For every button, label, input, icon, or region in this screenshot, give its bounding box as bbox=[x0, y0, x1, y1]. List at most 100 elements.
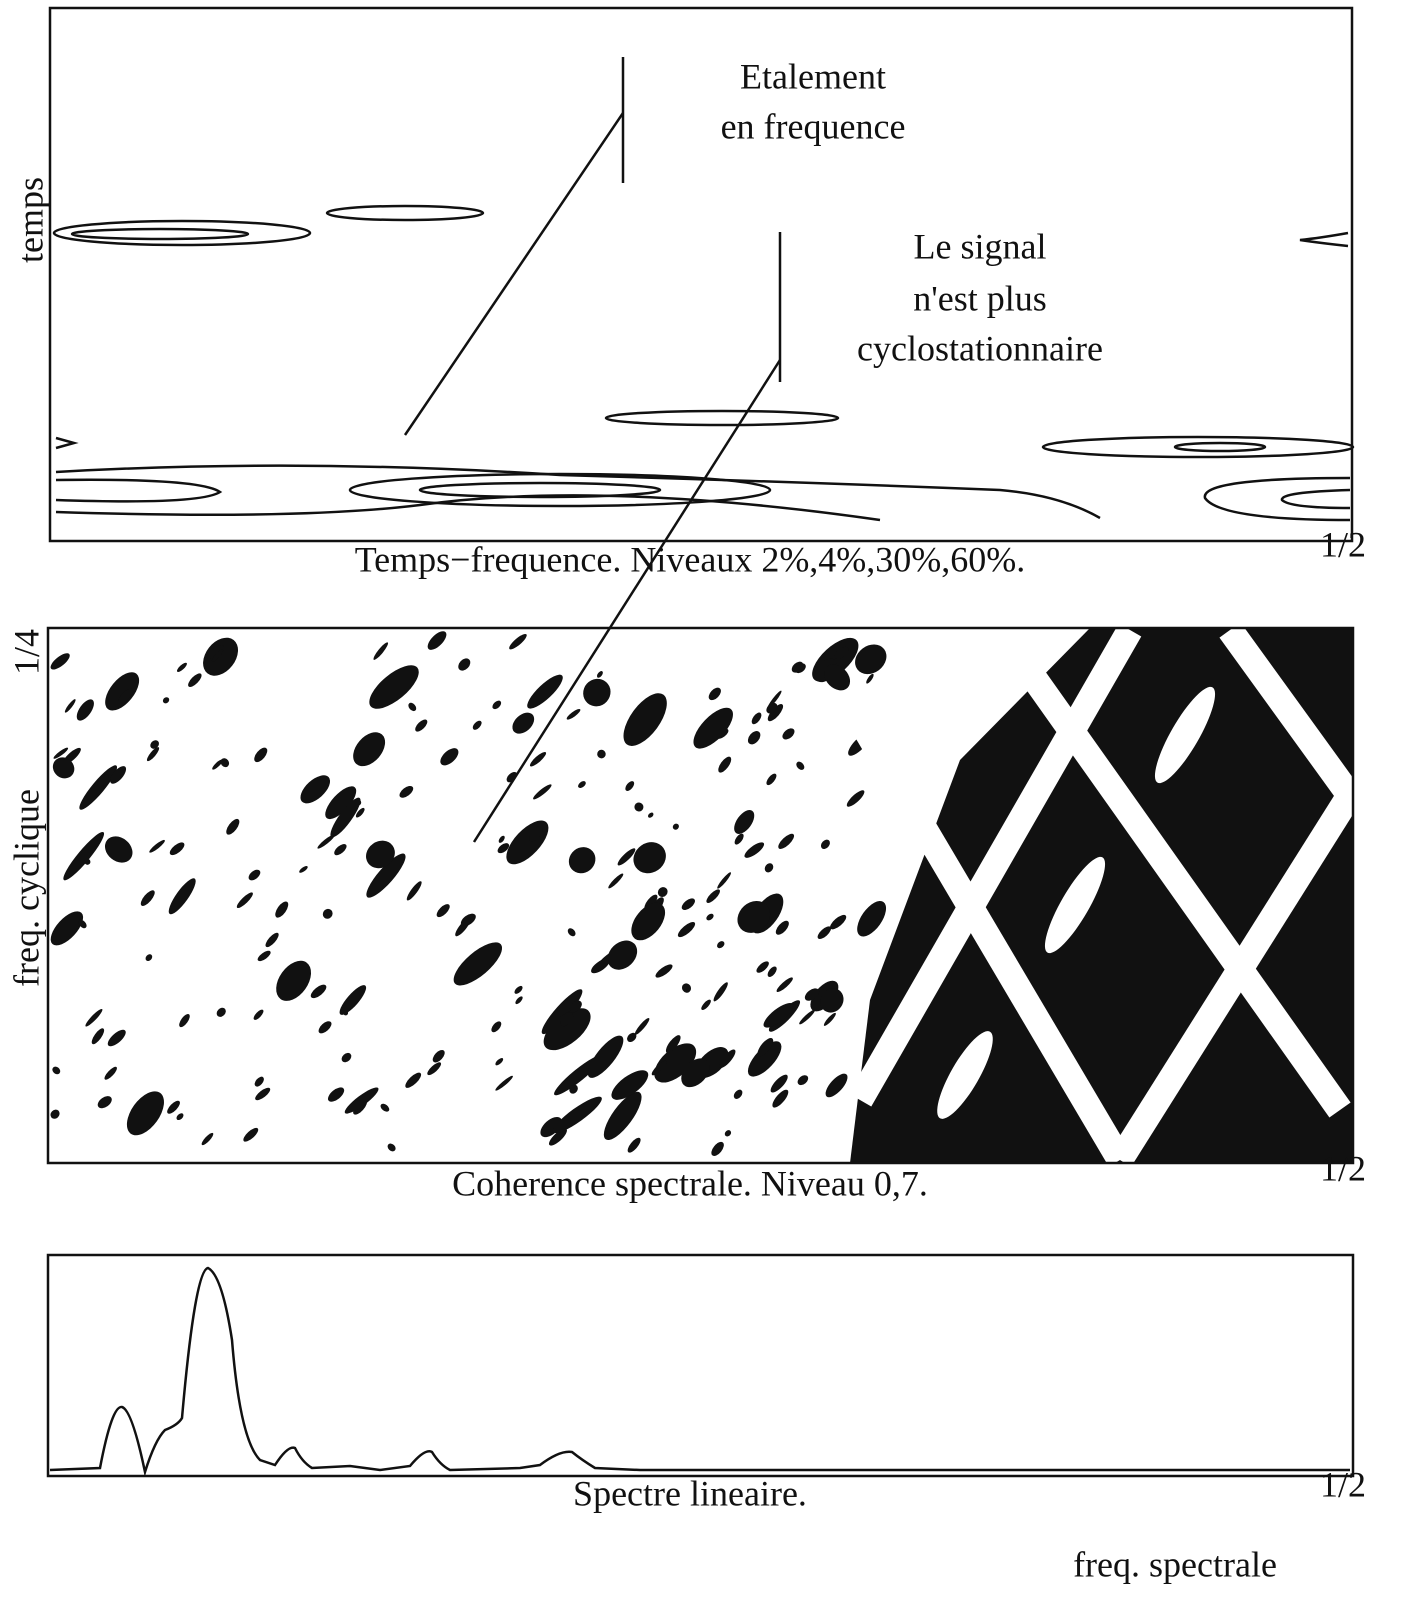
speckle bbox=[706, 913, 714, 921]
speckle bbox=[672, 823, 679, 830]
speckle bbox=[756, 961, 769, 973]
speckle bbox=[406, 881, 422, 901]
speckle bbox=[782, 728, 795, 740]
speckle bbox=[201, 1132, 214, 1146]
speckle bbox=[255, 1087, 271, 1101]
speckle bbox=[617, 848, 636, 866]
speckle bbox=[634, 1018, 650, 1035]
speckle bbox=[146, 747, 160, 762]
speckle bbox=[767, 690, 782, 709]
speckle bbox=[506, 820, 549, 865]
speckle bbox=[498, 835, 505, 843]
speckle bbox=[591, 958, 610, 974]
coherence-frame bbox=[46, 626, 1355, 1165]
speckle bbox=[569, 1000, 582, 1013]
speckle bbox=[167, 1100, 180, 1114]
speckle bbox=[651, 1060, 667, 1076]
speckle bbox=[611, 1070, 649, 1100]
speckle bbox=[64, 699, 76, 713]
speckle bbox=[718, 756, 732, 773]
speckle bbox=[724, 1130, 732, 1137]
x-end-label: 1/2 bbox=[1320, 1464, 1366, 1504]
speckle bbox=[825, 1073, 848, 1098]
speckle bbox=[631, 902, 666, 941]
speckle bbox=[655, 964, 673, 978]
speckle bbox=[744, 842, 765, 858]
speckle bbox=[380, 1103, 390, 1112]
speckle bbox=[276, 960, 312, 1001]
speckle bbox=[751, 712, 762, 725]
speckle bbox=[491, 1021, 502, 1033]
speckle bbox=[50, 1109, 60, 1119]
speckle bbox=[216, 1007, 226, 1017]
speckle bbox=[627, 1032, 637, 1043]
speckle bbox=[203, 637, 239, 676]
speckle bbox=[257, 950, 271, 962]
speckle bbox=[711, 1141, 724, 1156]
speckle bbox=[254, 1076, 264, 1087]
speckle bbox=[681, 983, 692, 993]
speckle bbox=[353, 732, 386, 767]
speckle bbox=[79, 765, 118, 810]
speckle bbox=[776, 977, 793, 993]
annotation-text: n'est plus bbox=[913, 278, 1047, 318]
speckle bbox=[366, 853, 406, 898]
speckle bbox=[355, 807, 365, 818]
speckle bbox=[778, 833, 795, 849]
speckle bbox=[188, 673, 202, 687]
speckle bbox=[857, 901, 887, 937]
speckle bbox=[387, 1143, 396, 1152]
speckle bbox=[657, 887, 668, 897]
speckle bbox=[373, 642, 389, 660]
speckle bbox=[145, 954, 153, 962]
speckle bbox=[506, 771, 518, 783]
speckle bbox=[509, 633, 527, 650]
speckle bbox=[492, 700, 502, 710]
speckle bbox=[797, 1075, 809, 1086]
speckle bbox=[567, 928, 576, 937]
annotation-text: cyclostationnaire bbox=[857, 328, 1103, 368]
y-axis-label: temps bbox=[10, 177, 50, 263]
speckle bbox=[50, 653, 70, 670]
speckle bbox=[453, 942, 503, 986]
speckle bbox=[775, 920, 789, 935]
speckle bbox=[718, 1049, 736, 1069]
speckle bbox=[405, 1072, 422, 1088]
speckle bbox=[107, 1029, 126, 1047]
speckle bbox=[341, 1052, 352, 1063]
contours bbox=[52, 204, 1355, 522]
speckle bbox=[560, 1012, 574, 1027]
speckle bbox=[603, 1091, 642, 1140]
speckle bbox=[50, 911, 84, 946]
speckle bbox=[265, 932, 279, 948]
speckle bbox=[569, 1084, 578, 1094]
speckle bbox=[654, 1043, 697, 1083]
speckle bbox=[747, 1041, 782, 1077]
speckle bbox=[415, 719, 428, 732]
speckle bbox=[52, 1066, 61, 1075]
speckle bbox=[677, 922, 696, 938]
speckle bbox=[176, 1113, 184, 1121]
spectrum-curve bbox=[49, 1266, 1350, 1477]
speckle bbox=[587, 1035, 624, 1078]
speckle bbox=[734, 833, 744, 845]
speckle bbox=[713, 982, 728, 1002]
speckle bbox=[440, 748, 459, 766]
speckle bbox=[495, 1057, 504, 1066]
speckle bbox=[110, 766, 127, 784]
speckle bbox=[220, 758, 230, 768]
speckle bbox=[733, 1089, 743, 1099]
speckle bbox=[408, 702, 417, 712]
speckle bbox=[566, 708, 581, 720]
speckle bbox=[794, 663, 806, 674]
speckle bbox=[91, 1028, 105, 1045]
speckle bbox=[515, 996, 523, 1005]
speckle bbox=[179, 1013, 190, 1028]
annotation-text: Le signal bbox=[914, 226, 1047, 266]
speckle bbox=[846, 790, 865, 807]
speckle bbox=[541, 989, 583, 1035]
speckle bbox=[717, 872, 731, 889]
speckle bbox=[344, 1087, 379, 1114]
speckle bbox=[824, 664, 851, 691]
speckle bbox=[432, 1049, 445, 1063]
